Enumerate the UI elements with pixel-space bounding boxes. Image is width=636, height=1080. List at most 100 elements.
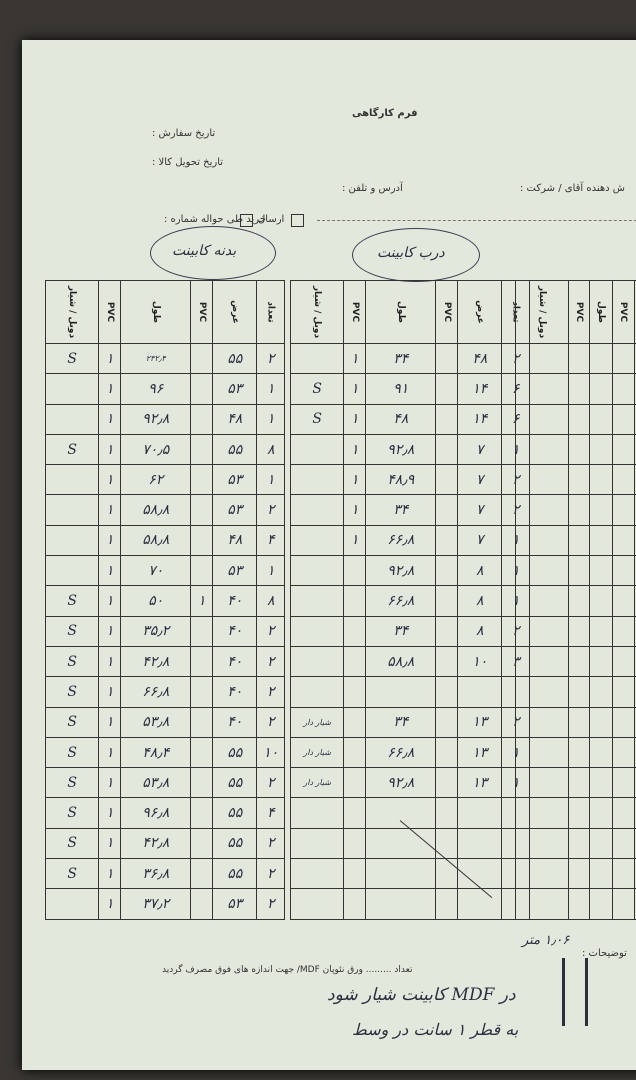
table-cell	[190, 645, 214, 678]
table-cell	[435, 464, 459, 496]
table-cell	[589, 767, 614, 799]
table-cell	[289, 555, 345, 587]
table-row: ۱ ۴۸ ۹۲٫۸ ۱	[44, 403, 286, 435]
table-cell	[457, 797, 503, 829]
table-cell	[435, 858, 459, 890]
table-cell	[514, 676, 570, 708]
table-row	[514, 706, 636, 738]
table-cell: S	[44, 827, 100, 860]
order-date: تاریخ سفارش :	[152, 128, 216, 139]
column-header: PVC	[568, 280, 591, 344]
table-cell	[435, 767, 459, 799]
table-cell: ۱	[98, 555, 122, 587]
column-header: عرض	[212, 280, 258, 344]
table-cell: ۲	[256, 676, 286, 708]
column-header: طول	[120, 280, 192, 344]
table-cell: ۴۸	[212, 524, 258, 557]
table-cell: ۷	[457, 433, 503, 466]
table-cell: S	[44, 736, 100, 769]
table-cell	[289, 615, 345, 647]
table-cell	[514, 888, 570, 920]
table-cell: ۲۳۲٫۴	[120, 342, 192, 375]
table-row: ۴ ۵۵ ۹۶٫۸ ۱ S	[44, 797, 286, 829]
table-cell	[44, 464, 100, 496]
notes-handwritten: ۱٫۰۶ متر	[522, 933, 570, 948]
table-cell: ۲	[256, 645, 286, 678]
table-cell: ۵۳	[212, 494, 258, 526]
table-cell	[612, 342, 635, 375]
table-row	[289, 676, 531, 708]
column-header: عرض	[457, 280, 503, 344]
table-cell: ۵۰	[120, 585, 192, 617]
table-cell: ۴۰	[212, 585, 258, 617]
checkbox[interactable]	[240, 214, 253, 227]
table-cell: ۱۰	[256, 736, 286, 769]
table-cell	[589, 494, 614, 526]
table-cell	[343, 645, 367, 678]
table-cell: ۳۴	[365, 706, 437, 738]
table-cell	[514, 797, 570, 829]
table-cell	[435, 524, 459, 557]
table-row	[514, 585, 636, 617]
table-cell	[44, 555, 100, 587]
table-cell: ۱	[343, 433, 367, 466]
table-row: ۲ ۵۵ ۴۲٫۸ ۱ S	[44, 827, 286, 860]
table-cell: شیار دار	[289, 706, 345, 738]
table-cell: S	[289, 373, 345, 405]
table-row: ۱ ۸ ۹۲٫۸	[289, 555, 531, 587]
table-row	[514, 464, 636, 496]
table-cell	[589, 615, 614, 647]
table-row	[514, 645, 636, 678]
table-row	[514, 433, 636, 466]
table-cell: S	[44, 706, 100, 738]
table-cell: ۴۲٫۸	[120, 645, 192, 678]
column-header: PVC	[190, 280, 214, 344]
column-header: PVC	[343, 280, 367, 344]
table-cell: ۱	[98, 433, 122, 466]
table-row: ۲ ۵۳ ۵۸٫۸ ۱	[44, 494, 286, 526]
table-cell: ۱	[256, 555, 286, 587]
table-cell	[44, 373, 100, 405]
table-cell: ۷۰	[120, 555, 192, 587]
table-row: ۸ ۵۵ ۷۰٫۵ ۱ S	[44, 433, 286, 466]
table-cell: ۷	[457, 464, 503, 496]
table-cell	[343, 615, 367, 647]
table-cell	[589, 706, 614, 738]
table-row: ۲ ۵۵ ۳۶٫۸ ۱ S	[44, 858, 286, 890]
table-cell	[612, 615, 635, 647]
table-cell	[514, 464, 570, 496]
table-cell	[435, 797, 459, 829]
table-row	[514, 797, 636, 829]
table-cell	[568, 767, 591, 799]
table-cell	[190, 494, 214, 526]
table-row	[514, 494, 636, 526]
table-cell: ۱	[343, 373, 367, 405]
circle	[150, 226, 276, 280]
column-header-text: PVC	[196, 301, 207, 323]
table-cell: S	[44, 342, 100, 375]
checkbox[interactable]	[291, 214, 304, 227]
table-cell: ۵۵	[212, 767, 258, 799]
table-row: ۱ ۵۳ ۹۶ ۱	[44, 373, 286, 405]
table-cell	[612, 433, 635, 466]
table-cell	[589, 736, 614, 769]
column-header-text: طول	[596, 301, 607, 323]
table-cell	[365, 858, 437, 890]
table-cell: ۱	[98, 706, 122, 738]
form-paper: فرم کارگاهی تاریخ سفارش : تاریخ تحویل کا…	[22, 40, 636, 1070]
table-cell: ۴۸٫۹	[365, 464, 437, 496]
table-cell: ۲	[256, 767, 286, 799]
table-cell	[343, 827, 367, 860]
table-cell	[190, 555, 214, 587]
table-cell: شیار دار	[289, 767, 345, 799]
table-cell: ۸	[256, 433, 286, 466]
table-cell: ۱۴	[457, 403, 503, 435]
column-header: PVC	[612, 280, 635, 344]
table-cell	[343, 676, 367, 708]
table-cell	[612, 585, 635, 617]
table-cell: ۸	[457, 555, 503, 587]
table-cell	[633, 888, 636, 920]
table-row: ۲ ۴۰ ۶۶٫۸ ۱ S	[44, 676, 286, 708]
